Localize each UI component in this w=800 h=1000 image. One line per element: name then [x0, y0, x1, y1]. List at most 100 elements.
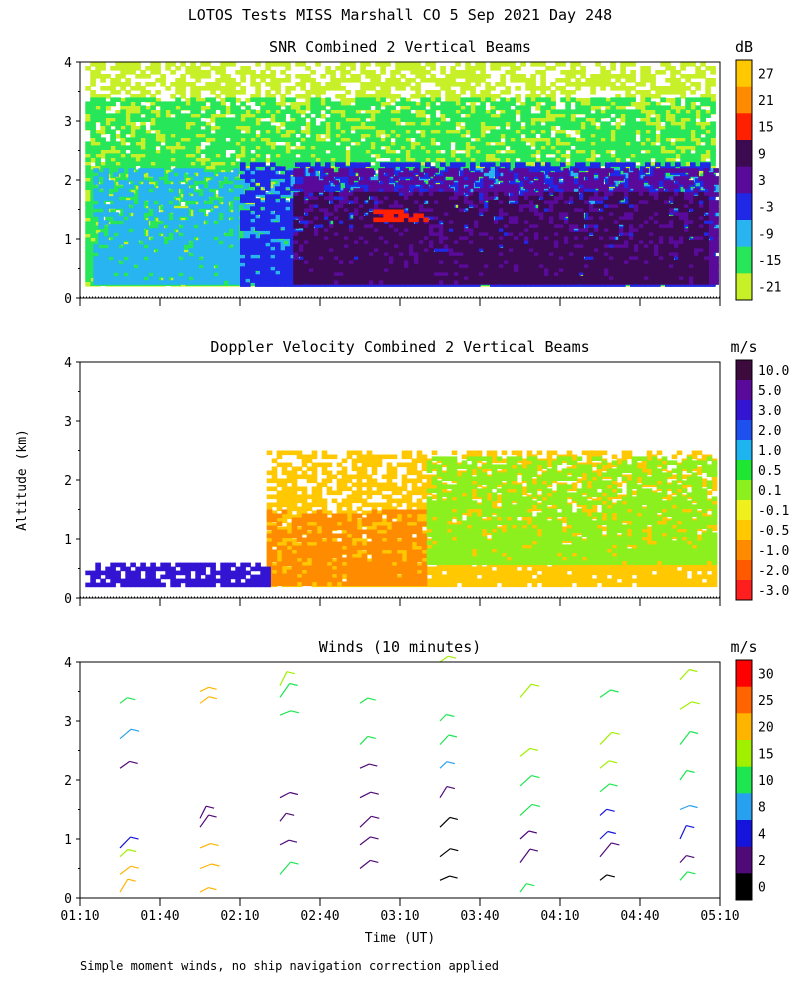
field-cell: [405, 82, 411, 87]
field-cell: [665, 78, 671, 83]
field-cell: [480, 130, 486, 135]
field-cell: [320, 90, 326, 95]
field-cell: [165, 114, 171, 119]
field-cell: [375, 130, 381, 135]
field-cell: [650, 94, 656, 99]
field-cell: [110, 78, 116, 83]
field-cell: [575, 70, 581, 75]
field-cell: [625, 94, 631, 99]
field-cell: [320, 98, 326, 103]
field-cell: [590, 142, 596, 147]
field-cell: [185, 178, 191, 183]
field-cell: [580, 74, 586, 79]
field-cell: [580, 82, 586, 87]
field-cell: [595, 82, 601, 87]
field-cell: [395, 66, 401, 71]
field-cell: [140, 122, 146, 127]
field-cell: [555, 78, 561, 83]
field-cell: [130, 122, 136, 127]
field-cell: [540, 162, 546, 167]
field-cell: [375, 154, 381, 159]
field-cell: [145, 230, 151, 235]
field-cell: [480, 70, 486, 75]
field-cell: [460, 70, 466, 75]
field-cell: [275, 82, 281, 87]
field-cell: [395, 134, 401, 139]
field-cell: [85, 118, 91, 123]
field-cell: [645, 114, 651, 119]
field-cell: [275, 110, 281, 115]
field-cell: [530, 138, 536, 143]
field-cell: [425, 70, 431, 75]
field-cell: [630, 154, 636, 159]
field-cell: [675, 90, 681, 95]
field-cell: [485, 158, 491, 163]
field-cell: [350, 78, 356, 83]
field-cell: [580, 122, 586, 127]
field-cell: [580, 98, 586, 103]
field-cell: [120, 62, 126, 67]
field-cell: [140, 70, 146, 75]
field-cell: [345, 98, 351, 103]
field-cell: [325, 134, 331, 139]
field-cell: [640, 98, 646, 103]
field-cell: [645, 150, 651, 155]
field-cell: [90, 90, 96, 95]
field-cell: [150, 118, 156, 123]
field-cell: [330, 158, 336, 163]
field-cell: [275, 130, 281, 135]
field-cell: [190, 86, 196, 91]
field-cell: [335, 94, 341, 99]
field-cell: [255, 86, 261, 91]
field-cell: [605, 74, 611, 79]
field-cell: [260, 186, 266, 191]
field-cell: [450, 130, 456, 135]
field-cell: [240, 78, 246, 83]
field-cell: [590, 122, 596, 127]
field-cell: [680, 126, 686, 131]
field-cell: [660, 62, 666, 67]
field-cell: [365, 70, 371, 75]
field-cell: [410, 86, 416, 91]
field-cell: [305, 126, 311, 131]
field-cell: [350, 98, 356, 103]
field-cell: [375, 134, 381, 139]
field-cell: [85, 114, 91, 119]
field-cell: [570, 66, 576, 71]
field-cell: [520, 138, 526, 143]
field-cell: [405, 66, 411, 71]
field-cell: [210, 138, 216, 143]
field-cell: [570, 62, 576, 67]
field-cell: [450, 150, 456, 155]
field-cell: [440, 82, 446, 87]
field-cell: [385, 62, 391, 67]
field-cell: [125, 70, 131, 75]
field-cell: [675, 70, 681, 75]
field-cell: [425, 158, 431, 163]
field-cell: [165, 86, 171, 91]
field-cell: [470, 102, 476, 107]
field-cell: [305, 94, 311, 99]
field-cell: [640, 110, 646, 115]
field-cell: [180, 146, 186, 151]
field-cell: [95, 66, 101, 71]
field-cell: [660, 70, 666, 75]
field-cell: [530, 86, 536, 91]
field-cell: [400, 66, 406, 71]
field-cell: [240, 90, 246, 95]
field-cell: [665, 62, 671, 67]
field-cell: [105, 74, 111, 79]
field-cell: [85, 282, 91, 287]
field-cell: [250, 74, 256, 79]
field-cell: [470, 94, 476, 99]
field-cell: [115, 62, 121, 67]
field-cell: [645, 130, 651, 135]
field-cell: [655, 114, 661, 119]
field-cell: [280, 94, 286, 99]
field-cell: [530, 130, 536, 135]
field-cell: [670, 158, 676, 163]
field-cell: [145, 174, 151, 179]
field-cell: [655, 102, 661, 107]
field-cell: [135, 142, 141, 147]
field-cell: [490, 94, 496, 99]
